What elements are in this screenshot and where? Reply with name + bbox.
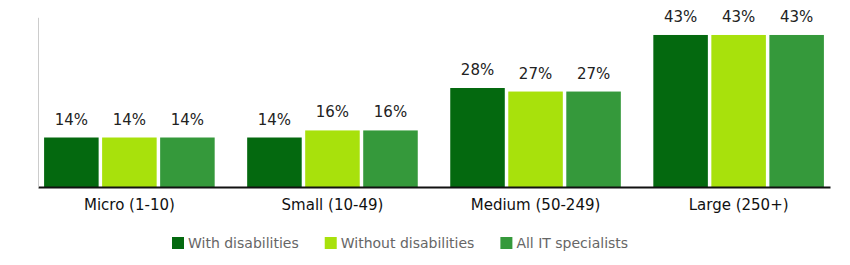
bar <box>508 92 563 187</box>
legend-item: With disabilities <box>172 235 299 251</box>
x-tick-label: Small (10-49) <box>282 196 384 214</box>
legend-swatch <box>325 237 337 249</box>
legend-label: All IT specialists <box>516 235 628 251</box>
data-label: 27% <box>577 65 610 83</box>
y-axis <box>38 18 39 188</box>
bar <box>450 88 505 187</box>
bar <box>44 138 99 187</box>
bar <box>305 130 360 187</box>
series-bars <box>102 35 766 187</box>
data-label: 14% <box>113 111 146 129</box>
legend-item: All IT specialists <box>500 235 628 251</box>
x-tick: Medium (50-249) <box>471 196 601 214</box>
legend-swatch <box>172 237 184 249</box>
x-tick-label: Large (250+) <box>689 196 789 214</box>
legend-swatch <box>500 237 512 249</box>
x-tick: Small (10-49) <box>282 196 384 214</box>
chart: 14% 14% 28% 43% 14% 16% 27% 43% 14% 16% 27% 43% Micr… <box>0 0 850 265</box>
data-label: 14% <box>55 111 88 129</box>
data-label: 43% <box>780 8 813 26</box>
data-labels: 14% 14% 28% 43% 14% 16% 27% 43% 14% 16% 27% 43% <box>55 8 814 129</box>
bar <box>711 35 766 187</box>
x-axis-line <box>39 187 831 189</box>
x-tick: Large (250+) <box>689 196 789 214</box>
legend-label: With disabilities <box>188 235 299 251</box>
series-bars <box>160 35 824 187</box>
data-label: 14% <box>258 111 291 129</box>
data-label: 16% <box>316 103 349 121</box>
legend-item: Without disabilities <box>325 235 475 251</box>
data-label: 28% <box>461 61 494 79</box>
bar <box>160 138 215 187</box>
x-tick-label: Medium (50-249) <box>471 196 601 214</box>
data-label: 16% <box>374 103 407 121</box>
data-label: 27% <box>519 65 552 83</box>
data-label: 43% <box>664 8 697 26</box>
x-tick-label: Micro (1-10) <box>84 196 175 214</box>
bar <box>247 138 302 187</box>
data-label: 43% <box>722 8 755 26</box>
x-tick: Micro (1-10) <box>84 196 175 214</box>
bar <box>566 92 621 187</box>
bar <box>653 35 708 187</box>
data-label: 14% <box>171 111 204 129</box>
legend-label: Without disabilities <box>341 235 475 251</box>
legend: With disabilities Without disabilities All… <box>172 235 628 251</box>
series-bars <box>44 35 708 187</box>
bar <box>769 35 824 187</box>
bar <box>102 138 157 187</box>
y-axis-line <box>38 18 39 188</box>
bar <box>363 130 418 187</box>
bars <box>44 35 824 187</box>
x-axis: Micro (1-10) Small (10-49) Medium (50-249)… <box>39 188 831 214</box>
